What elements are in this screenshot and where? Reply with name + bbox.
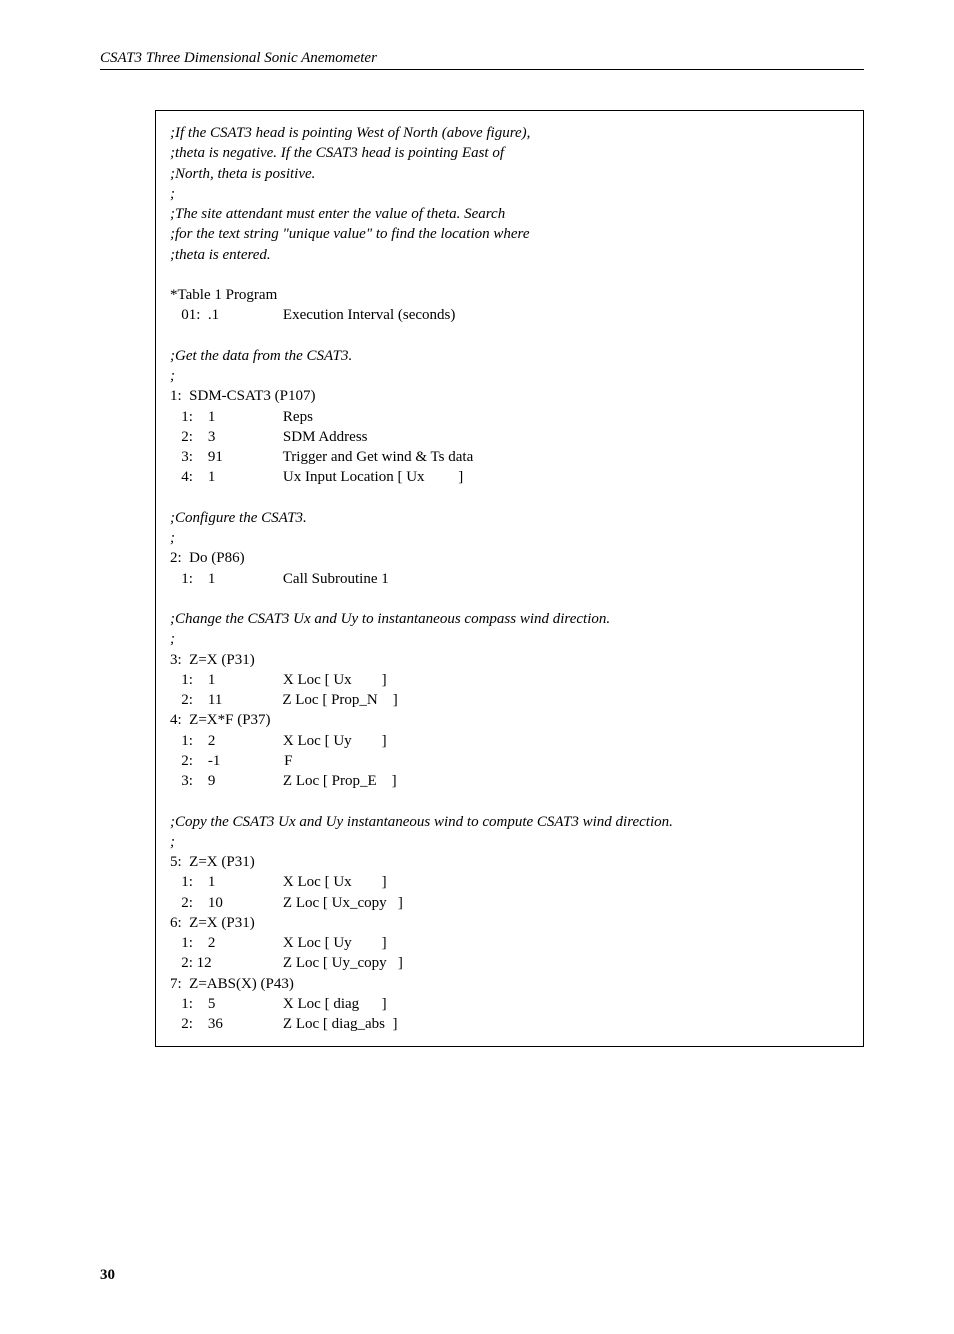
code-line: 3: 9 Z Loc [ Prop_E ] bbox=[170, 771, 849, 791]
code-line: ;Copy the CSAT3 Ux and Uy instantaneous … bbox=[170, 812, 849, 832]
code-line: 3: Z=X (P31) bbox=[170, 650, 849, 670]
page-number: 30 bbox=[100, 1267, 864, 1284]
code-line: 4: Z=X*F (P37) bbox=[170, 710, 849, 730]
code-line: 2: -1 F bbox=[170, 751, 849, 771]
code-line: 6: Z=X (P31) bbox=[170, 913, 849, 933]
code-line: 2: 3 SDM Address bbox=[170, 427, 849, 447]
code-line: ; bbox=[170, 832, 849, 852]
code-listing: ;If the CSAT3 head is pointing West of N… bbox=[155, 110, 864, 1047]
code-line: ; bbox=[170, 528, 849, 548]
code-line: 01: .1 Execution Interval (seconds) bbox=[170, 305, 849, 325]
code-line: ;theta is negative. If the CSAT3 head is… bbox=[170, 143, 849, 163]
code-line: 1: 1 Reps bbox=[170, 407, 849, 427]
code-line: *Table 1 Program bbox=[170, 285, 849, 305]
code-line: 2: Do (P86) bbox=[170, 548, 849, 568]
code-line: 2: 11 Z Loc [ Prop_N ] bbox=[170, 690, 849, 710]
code-line: ; bbox=[170, 184, 849, 204]
code-line: 1: 2 X Loc [ Uy ] bbox=[170, 731, 849, 751]
document-page: CSAT3 Three Dimensional Sonic Anemometer… bbox=[0, 0, 954, 1334]
comment-block-5: ;Copy the CSAT3 Ux and Uy instantaneous … bbox=[170, 812, 849, 853]
code-line: 3: 91 Trigger and Get wind & Ts data bbox=[170, 447, 849, 467]
code-line: 4: 1 Ux Input Location [ Ux ] bbox=[170, 467, 849, 487]
code-line: ;If the CSAT3 head is pointing West of N… bbox=[170, 123, 849, 143]
comment-block-4: ;Change the CSAT3 Ux and Uy to instantan… bbox=[170, 609, 849, 650]
code-line: ;The site attendant must enter the value… bbox=[170, 204, 849, 224]
code-line: 1: SDM-CSAT3 (P107) bbox=[170, 386, 849, 406]
page-header: CSAT3 Three Dimensional Sonic Anemometer bbox=[100, 50, 864, 70]
table-program-block: *Table 1 Program 01: .1 Execution Interv… bbox=[170, 285, 849, 326]
code-line: ; bbox=[170, 366, 849, 386]
blank-line bbox=[170, 326, 849, 346]
comment-block-2: ;Get the data from the CSAT3. ; bbox=[170, 346, 849, 387]
code-line: ;Get the data from the CSAT3. bbox=[170, 346, 849, 366]
code-line: 1: 1 X Loc [ Ux ] bbox=[170, 670, 849, 690]
instruction-block-2: 2: Do (P86) 1: 1 Call Subroutine 1 bbox=[170, 548, 849, 589]
blank-line bbox=[170, 791, 849, 811]
code-line: 1: 2 X Loc [ Uy ] bbox=[170, 933, 849, 953]
code-line: 7: Z=ABS(X) (P43) bbox=[170, 974, 849, 994]
code-line: ;for the text string "unique value" to f… bbox=[170, 224, 849, 244]
blank-line bbox=[170, 265, 849, 285]
code-line: ; bbox=[170, 629, 849, 649]
instruction-block-4: 5: Z=X (P31) 1: 1 X Loc [ Ux ] 2: 10 Z L… bbox=[170, 852, 849, 1034]
code-line: 2: 12 Z Loc [ Uy_copy ] bbox=[170, 953, 849, 973]
code-line: ;Change the CSAT3 Ux and Uy to instantan… bbox=[170, 609, 849, 629]
code-line: ;Configure the CSAT3. bbox=[170, 508, 849, 528]
blank-line bbox=[170, 488, 849, 508]
code-line: 2: 10 Z Loc [ Ux_copy ] bbox=[170, 893, 849, 913]
code-line: ;theta is entered. bbox=[170, 245, 849, 265]
instruction-block-3: 3: Z=X (P31) 1: 1 X Loc [ Ux ] 2: 11 Z L… bbox=[170, 650, 849, 792]
code-line: 5: Z=X (P31) bbox=[170, 852, 849, 872]
blank-line bbox=[170, 589, 849, 609]
code-line: 1: 5 X Loc [ diag ] bbox=[170, 994, 849, 1014]
comment-block-3: ;Configure the CSAT3. ; bbox=[170, 508, 849, 549]
comment-block-1: ;If the CSAT3 head is pointing West of N… bbox=[170, 123, 849, 265]
instruction-block-1: 1: SDM-CSAT3 (P107) 1: 1 Reps 2: 3 SDM A… bbox=[170, 386, 849, 487]
code-line: 1: 1 Call Subroutine 1 bbox=[170, 569, 849, 589]
code-line: 2: 36 Z Loc [ diag_abs ] bbox=[170, 1014, 849, 1034]
code-line: ;North, theta is positive. bbox=[170, 164, 849, 184]
code-line: 1: 1 X Loc [ Ux ] bbox=[170, 872, 849, 892]
